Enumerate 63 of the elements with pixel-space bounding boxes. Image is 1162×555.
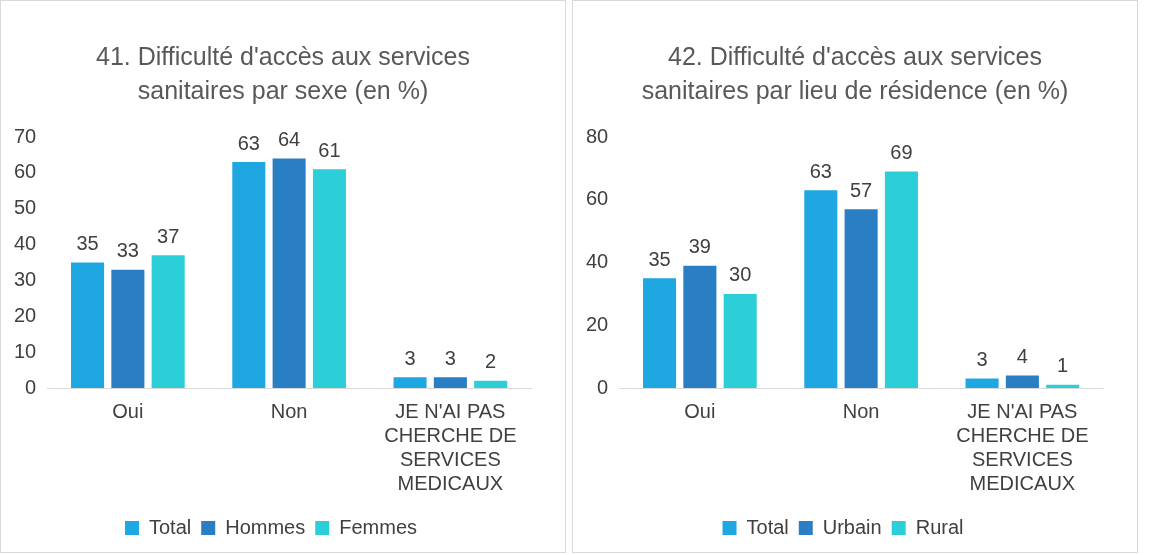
- data-label: 1: [1057, 354, 1069, 377]
- legend-label: Total: [746, 515, 789, 538]
- data-label: 33: [116, 239, 139, 262]
- data-label: 61: [318, 138, 341, 161]
- data-label: 63: [809, 159, 832, 182]
- x-tick-label: Non: [842, 399, 880, 422]
- x-tick-label: Non: [270, 399, 308, 422]
- y-tick-label: 40: [586, 250, 609, 273]
- data-label: 39: [688, 235, 711, 258]
- y-tick-label: 60: [14, 160, 37, 183]
- bar: [433, 377, 467, 388]
- bar: [474, 380, 508, 388]
- data-label: 3: [404, 346, 416, 369]
- bar: [844, 209, 878, 388]
- y-tick-label: 10: [14, 339, 37, 362]
- bar: [151, 255, 185, 388]
- data-label: 64: [278, 128, 301, 151]
- bar: [232, 162, 266, 388]
- legend-label: Femmes: [339, 515, 418, 538]
- data-label: 3: [976, 348, 988, 371]
- bar: [111, 269, 145, 388]
- y-tick-label: 0: [25, 375, 37, 398]
- bar: [965, 378, 999, 388]
- y-tick-label: 80: [586, 124, 609, 147]
- bar: [804, 190, 838, 388]
- y-tick-label: 40: [14, 232, 37, 255]
- bar: [1005, 375, 1039, 388]
- bar: [683, 265, 717, 388]
- x-tick-label: JE N'AI PAS CHERCHE DE SERVICES MEDICAUX: [384, 399, 517, 494]
- chart-title: 41. Difficulté d'accès aux services sanitaires par sexe (en %): [95, 41, 471, 106]
- y-tick-label: 30: [14, 267, 37, 290]
- x-tick-label: Oui: [112, 399, 144, 422]
- data-label: 4: [1016, 344, 1028, 367]
- data-label: 69: [890, 141, 913, 164]
- y-tick-label: 70: [14, 124, 37, 147]
- chart-title: 42. Difficulté d'accès aux services sanitaires par lieu de résidence (en %): [640, 41, 1070, 106]
- data-label: 57: [850, 178, 873, 201]
- data-label: 35: [76, 232, 99, 255]
- y-tick-label: 60: [586, 187, 609, 210]
- bar: [1046, 384, 1080, 388]
- legend-label: Rural: [915, 515, 964, 538]
- y-tick-label: 0: [597, 375, 609, 398]
- legend-label: Total: [148, 515, 192, 538]
- bar: [71, 262, 105, 388]
- bar: [312, 169, 346, 388]
- bar: [884, 171, 918, 388]
- y-tick-label: 50: [14, 196, 37, 219]
- bar: [393, 377, 427, 388]
- x-tick-label: JE N'AI PAS CHERCHE DE SERVICES MEDICAUX: [956, 399, 1089, 494]
- data-label: 30: [729, 263, 752, 286]
- bar: [272, 158, 306, 388]
- data-label: 63: [237, 131, 260, 154]
- bar: [723, 293, 757, 388]
- data-label: 3: [444, 346, 456, 369]
- bar: [643, 278, 677, 388]
- legend-label: Urbain: [822, 515, 882, 538]
- y-tick-label: 20: [586, 312, 609, 335]
- data-label: 35: [648, 247, 671, 270]
- data-label: 2: [485, 350, 497, 373]
- legend-label: Hommes: [225, 515, 306, 538]
- y-tick-label: 20: [14, 303, 37, 326]
- data-label: 37: [157, 224, 180, 247]
- x-tick-label: Oui: [684, 399, 716, 422]
